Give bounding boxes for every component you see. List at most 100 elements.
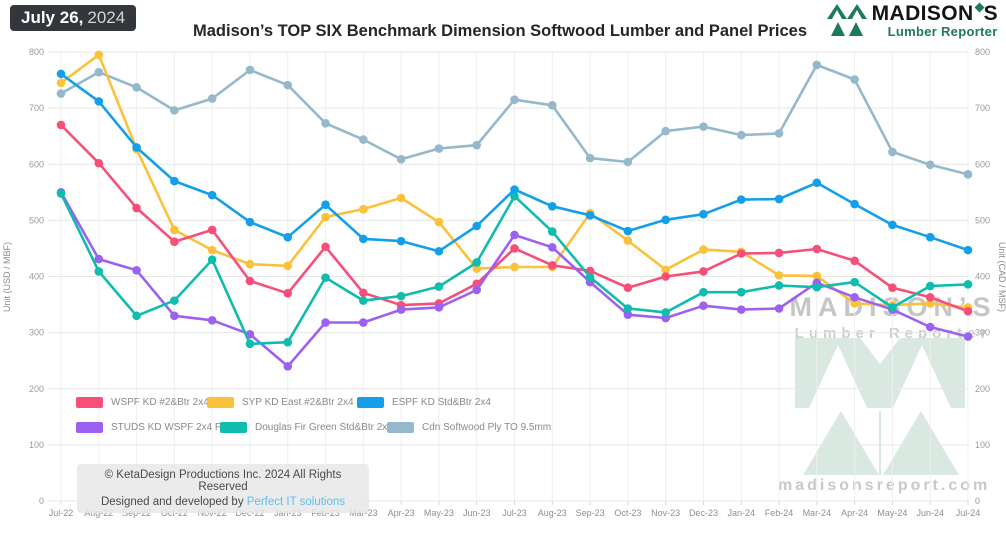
data-point — [850, 199, 859, 209]
data-point — [510, 262, 519, 272]
svg-text:Sep-22: Sep-22 — [122, 508, 151, 518]
page-title: Madison’s TOP SIX Benchmark Dimension So… — [192, 22, 807, 40]
svg-text:Dec-22: Dec-22 — [235, 508, 264, 518]
data-point — [699, 267, 708, 276]
data-point — [736, 130, 746, 140]
data-point — [321, 242, 330, 252]
data-point — [661, 215, 670, 225]
data-point — [774, 304, 784, 313]
data-point — [207, 190, 217, 200]
legend-label: ESPF KD Std&Btr 2x4 — [392, 397, 491, 408]
data-point — [699, 245, 708, 254]
data-point — [888, 303, 897, 312]
data-point — [547, 243, 557, 252]
data-point — [245, 259, 255, 269]
legend-label: WSPF KD #2&Btr 2x4 — [111, 397, 209, 408]
data-point — [132, 266, 141, 275]
data-point — [434, 144, 444, 153]
date-badge: July 26, 2024 — [10, 5, 137, 31]
data-point — [207, 225, 217, 235]
data-point — [510, 230, 519, 240]
data-point — [585, 211, 595, 220]
svg-text:Jul-23: Jul-23 — [502, 508, 527, 518]
data-point — [283, 337, 293, 347]
data-point — [283, 80, 293, 90]
data-point — [245, 339, 255, 349]
data-point — [774, 281, 784, 290]
svg-text:Jan-24: Jan-24 — [727, 508, 755, 518]
data-point — [56, 120, 66, 130]
data-point — [283, 232, 293, 242]
data-point — [812, 178, 822, 188]
data-point — [774, 129, 784, 138]
svg-text:500: 500 — [29, 215, 44, 225]
data-point — [850, 292, 859, 302]
data-point — [207, 315, 217, 325]
svg-text:Feb-23: Feb-23 — [311, 508, 340, 518]
data-point — [359, 135, 368, 144]
svg-text:800: 800 — [975, 47, 990, 57]
data-point — [283, 289, 293, 298]
data-point — [472, 221, 482, 231]
svg-text:800: 800 — [29, 47, 44, 57]
svg-text:600: 600 — [29, 159, 44, 169]
data-point — [736, 287, 746, 297]
data-point — [359, 234, 368, 244]
legend-swatch — [76, 422, 103, 433]
svg-text:400: 400 — [975, 272, 990, 282]
svg-text:Apr-23: Apr-23 — [388, 508, 415, 518]
date-year: 2024 — [87, 8, 126, 27]
data-point — [623, 157, 633, 167]
legend-label: Douglas Fir Green Std&Btr 2x4 — [255, 422, 393, 433]
y-axis-label-left: Unit (USD / MBF) — [2, 242, 12, 312]
svg-text:700: 700 — [975, 103, 990, 113]
svg-text:Oct-23: Oct-23 — [614, 508, 641, 518]
developer-link[interactable]: Perfect IT solutions — [246, 496, 345, 508]
data-point — [774, 271, 784, 280]
data-point — [359, 288, 368, 298]
svg-text:0: 0 — [39, 496, 44, 506]
data-point — [321, 212, 330, 222]
data-point — [623, 236, 633, 245]
date-bold: July 26, — [21, 8, 84, 27]
data-point — [170, 106, 179, 115]
svg-text:600: 600 — [975, 159, 990, 169]
data-point — [472, 285, 482, 295]
data-point — [699, 287, 708, 297]
data-point — [170, 296, 179, 305]
legend-swatch — [76, 397, 103, 408]
data-point — [434, 217, 444, 227]
svg-text:300: 300 — [29, 328, 44, 338]
data-point — [963, 306, 973, 316]
svg-text:Jul-22: Jul-22 — [49, 508, 74, 518]
data-point — [736, 305, 746, 314]
legend-item: Cdn Softwood Ply TO 9.5mm — [387, 422, 551, 433]
data-point — [321, 318, 330, 327]
data-point — [850, 277, 859, 287]
svg-text:Aug-22: Aug-22 — [84, 508, 113, 518]
svg-text:May-23: May-23 — [424, 508, 454, 518]
svg-text:0: 0 — [975, 496, 980, 506]
svg-text:100: 100 — [975, 440, 990, 450]
svg-text:Sep-23: Sep-23 — [576, 508, 605, 518]
data-point — [623, 304, 633, 313]
data-point — [661, 126, 670, 136]
logo-subtitle: Lumber Reporter — [887, 24, 998, 39]
svg-text:Aug-23: Aug-23 — [538, 508, 567, 518]
data-point — [963, 170, 973, 179]
data-point — [925, 322, 935, 332]
data-point — [170, 176, 179, 186]
svg-text:Nov-22: Nov-22 — [198, 508, 227, 518]
svg-text:Jan-23: Jan-23 — [274, 508, 302, 518]
data-point — [132, 203, 141, 213]
data-point — [699, 122, 708, 131]
data-point — [472, 264, 482, 273]
svg-text:Oct-22: Oct-22 — [161, 508, 188, 518]
data-point — [170, 237, 179, 247]
data-point — [850, 299, 859, 308]
svg-text:700: 700 — [29, 103, 44, 113]
data-point — [359, 318, 368, 327]
data-point — [396, 154, 406, 164]
